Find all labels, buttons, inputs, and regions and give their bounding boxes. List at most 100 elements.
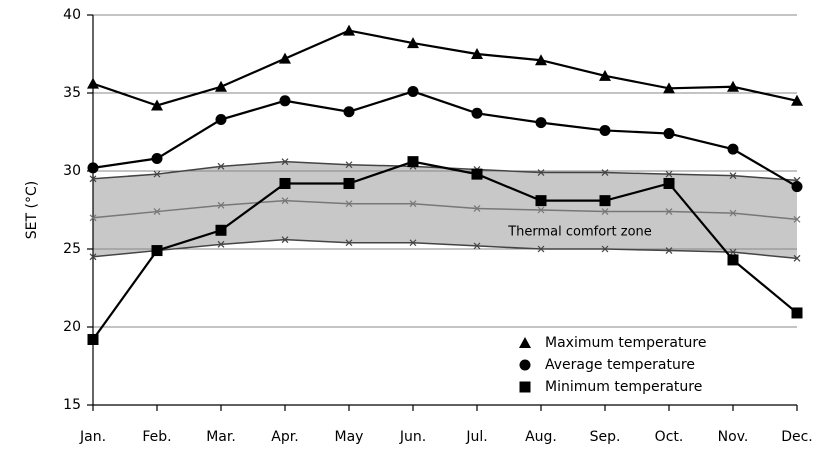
marker [791,181,803,193]
marker [407,37,419,49]
series-line [92,90,798,188]
x-tick-label: Apr. [271,429,298,445]
marker [663,128,675,140]
marker [727,80,739,92]
x-tick-label: Sep. [590,429,621,445]
marker [599,195,611,207]
x-tick-label: Oct. [655,429,684,445]
marker [791,94,803,106]
x-tick-label: Dec. [781,429,813,445]
legend-label: Minimum temperature [545,379,702,395]
y-tick-label: 30 [63,163,81,179]
marker [599,124,611,136]
marker [471,168,483,180]
comfort-marker [345,200,353,208]
x-tick-label: Jun. [399,429,426,445]
marker [151,245,163,257]
marker [599,69,611,81]
y-tick-label: 40 [63,7,81,23]
comfort-marker [473,242,481,250]
comfort-zone-label: Thermal comfort zone [507,225,652,240]
marker [215,80,227,92]
marker [535,117,547,129]
x-tick-label: Nov. [718,429,749,445]
y-tick-label: 25 [63,241,81,257]
comfort-marker [729,209,737,217]
marker [407,156,419,168]
comfort-marker [89,214,97,222]
x-tick-label: May [335,429,364,445]
comfort-marker [281,236,289,244]
series-line [92,160,798,341]
marker [151,153,163,165]
marker [279,177,291,189]
comfort-marker [217,162,225,170]
comfort-marker [217,240,225,248]
marker [471,48,483,59]
comfort-marker [281,158,289,166]
marker [87,77,99,89]
marker [215,224,227,236]
marker [343,106,355,118]
legend-label: Average temperature [545,357,695,373]
x-tick-label: Aug. [525,429,557,445]
comfort-marker [793,215,801,223]
legend-marker [519,337,531,348]
comfort-marker [601,208,609,215]
comfort-marker [665,208,673,215]
comfort-marker [537,245,545,253]
marker [727,143,739,155]
comfort-marker [473,205,481,212]
comfort-marker [345,239,353,247]
x-tick-label: Jul. [465,429,487,445]
comfort-marker [345,161,353,169]
marker [279,95,291,107]
series-line [92,29,798,107]
marker [407,85,419,97]
marker [343,24,355,36]
legend-marker [519,359,531,371]
comfort-zone-fill [93,161,797,259]
marker [87,162,99,174]
marker [535,195,547,207]
legend-marker [519,381,531,393]
comfort-marker [665,247,673,254]
comfort-marker [153,170,161,178]
comfort-marker [281,197,289,205]
y-axis-label: SET (°C) [24,181,40,239]
marker [663,82,675,94]
comfort-marker [729,172,737,180]
comfort-marker [601,169,609,176]
comfort-marker [729,248,737,256]
comfort-marker [89,175,97,183]
x-tick-label: Jan. [79,429,106,445]
comfort-lower-line [92,238,798,260]
comfort-marker [409,239,417,247]
comfort-marker [601,245,609,253]
comfort-mean-line [92,199,798,221]
marker [471,107,483,119]
marker [791,307,803,319]
marker [279,52,291,64]
y-tick-label: 35 [63,85,81,101]
comfort-marker [665,170,673,178]
marker [215,114,227,126]
marker [535,54,547,66]
comfort-marker [409,200,417,208]
marker [87,333,99,345]
y-tick-label: 20 [63,319,81,335]
x-tick-label: Feb. [142,429,171,445]
comfort-marker [537,169,545,176]
marker [727,254,739,266]
y-tick-label: 15 [63,397,81,413]
comfort-marker [217,201,225,209]
marker [151,99,163,111]
comfort-marker [537,206,545,214]
legend-label: Maximum temperature [545,335,706,351]
comfort-marker [89,253,97,261]
x-tick-label: Mar. [206,429,236,445]
marker [663,177,675,189]
comfort-marker [793,254,801,262]
marker [343,177,355,189]
